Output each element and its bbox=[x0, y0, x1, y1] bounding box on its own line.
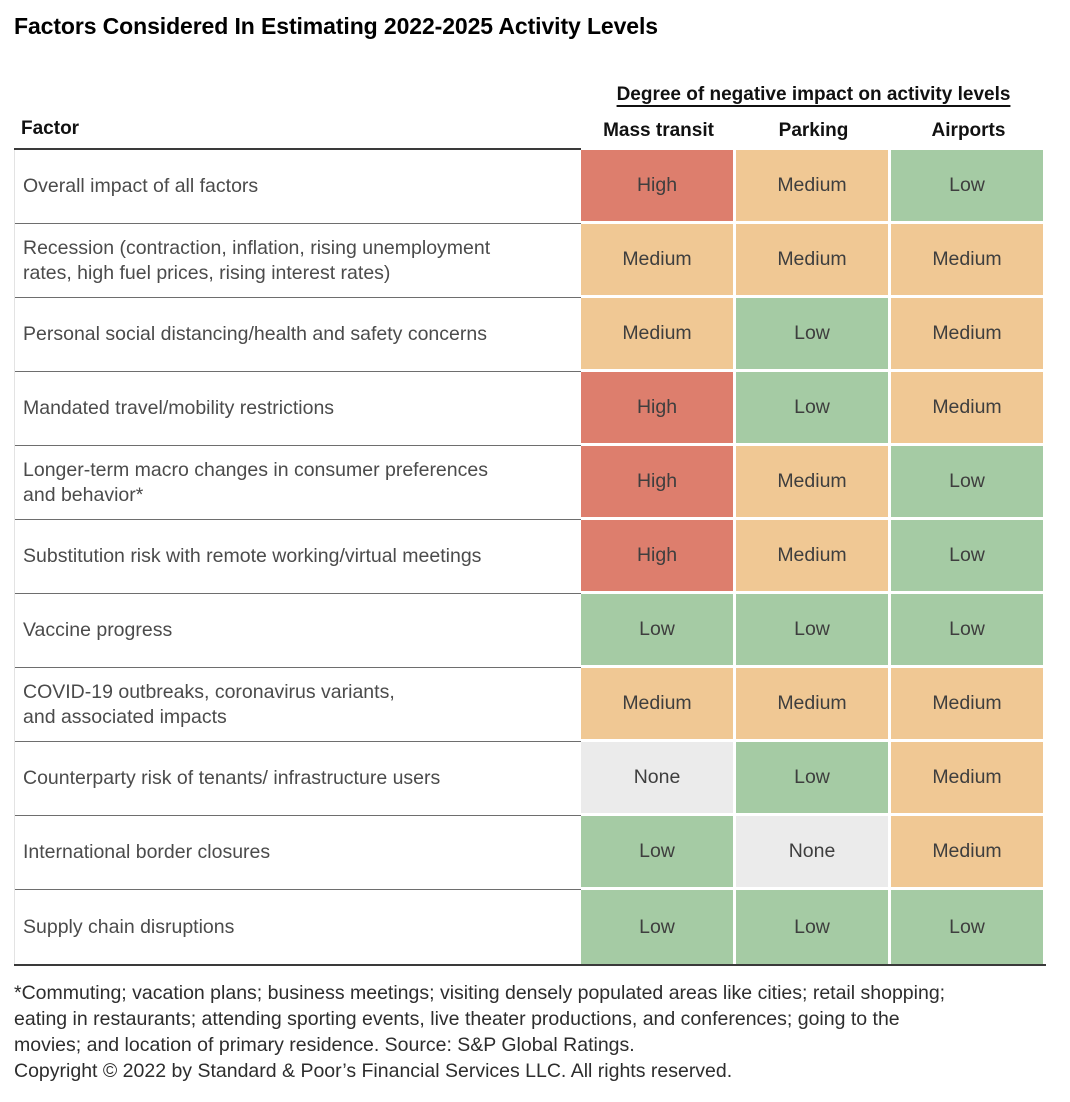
impact-table: Degree of negative impact on activity le… bbox=[14, 84, 1046, 966]
factor-cell: Personal social distancing/health and sa… bbox=[15, 298, 581, 372]
group-column-header: Degree of negative impact on activity le… bbox=[616, 84, 1011, 105]
value-cell-parking: Medium bbox=[736, 520, 888, 591]
factor-cell: COVID-19 outbreaks, coronavirus variants… bbox=[15, 668, 581, 742]
value-cell-airports: Medium bbox=[891, 298, 1043, 369]
value-cell-airports: Low bbox=[891, 150, 1043, 221]
value-cell-parking: Medium bbox=[736, 446, 888, 517]
table-row: Counterparty risk of tenants/ infrastruc… bbox=[15, 742, 1046, 816]
value-cell-airports: Low bbox=[891, 594, 1043, 665]
value-cell-mass-transit: High bbox=[581, 372, 733, 443]
chart-title: Factors Considered In Estimating 2022-20… bbox=[14, 13, 658, 39]
value-cell-mass-transit: Medium bbox=[581, 224, 733, 295]
value-cell-parking: Low bbox=[736, 742, 888, 813]
value-cell-parking: Low bbox=[736, 890, 888, 964]
value-cell-mass-transit: Low bbox=[581, 816, 733, 887]
value-cell-parking: Medium bbox=[736, 668, 888, 739]
value-cell-parking: Medium bbox=[736, 150, 888, 221]
value-cell-mass-transit: Medium bbox=[581, 298, 733, 369]
factor-cell: Mandated travel/mobility restrictions bbox=[15, 372, 581, 446]
table-bottom-border bbox=[14, 964, 1046, 966]
column-header-row: Factor Mass transit Parking Airports bbox=[14, 118, 1046, 150]
value-cell-mass-transit: High bbox=[581, 520, 733, 591]
table-row: Overall impact of all factors High Medium L… bbox=[15, 150, 1046, 224]
value-cell-mass-transit: High bbox=[581, 150, 733, 221]
value-cell-parking: Low bbox=[736, 594, 888, 665]
table-row: Recession (contraction, inflation, risin… bbox=[15, 224, 1046, 298]
value-cell-airports: Low bbox=[891, 446, 1043, 517]
value-cell-parking: Medium bbox=[736, 224, 888, 295]
value-cell-parking: Low bbox=[736, 298, 888, 369]
table-row: Vaccine progress Low Low Low bbox=[15, 594, 1046, 668]
value-cell-airports: Medium bbox=[891, 372, 1043, 443]
column-header-parking: Parking bbox=[778, 120, 849, 141]
value-cell-mass-transit: High bbox=[581, 446, 733, 517]
factor-cell: Overall impact of all factors bbox=[15, 150, 581, 224]
factor-cell: Supply chain disruptions bbox=[23, 915, 235, 938]
factor-cell: Longer-term macro changes in consumer pr… bbox=[15, 446, 581, 520]
value-cell-airports: Medium bbox=[891, 816, 1043, 887]
table-row: International border closures Low None Medi… bbox=[15, 816, 1046, 890]
value-cell-mass-transit: Low bbox=[581, 594, 733, 665]
value-cell-airports: Low bbox=[891, 520, 1043, 591]
copyright: Copyright © 2022 by Standard & Poor’s Fi… bbox=[14, 1060, 733, 1082]
factor-cell: Counterparty risk of tenants/ infrastruc… bbox=[15, 742, 581, 816]
value-cell-mass-transit: Medium bbox=[581, 668, 733, 739]
value-cell-mass-transit: Low bbox=[581, 890, 733, 964]
factor-cell: Substitution risk with remote working/vi… bbox=[15, 520, 581, 594]
factor-cell: Recession (contraction, inflation, risin… bbox=[15, 224, 581, 298]
value-cell-parking: None bbox=[736, 816, 888, 887]
table-row: Mandated travel/mobility restrictions Hig… bbox=[15, 372, 1046, 446]
factor-cell: International border closures bbox=[15, 816, 581, 890]
value-cell-parking: Low bbox=[736, 372, 888, 443]
table-row: Substitution risk with remote working/vi… bbox=[15, 520, 1046, 594]
value-cell-airports: Medium bbox=[891, 224, 1043, 295]
factor-column-header: Factor bbox=[14, 118, 581, 150]
footnote: *Commuting; vacation plans; business mee… bbox=[14, 982, 946, 1056]
table-row: Supply chain disruptions Low Low Low bbox=[15, 890, 1046, 964]
table-row: COVID-19 outbreaks, coronavirus variants… bbox=[15, 668, 1046, 742]
value-cell-airports: Medium bbox=[891, 668, 1043, 739]
factor-cell: Vaccine progress bbox=[15, 594, 581, 668]
table-row: Longer-term macro changes in consumer pr… bbox=[15, 446, 1046, 520]
value-cell-airports: Medium bbox=[891, 742, 1043, 813]
table-body: Overall impact of all factors High Medium L… bbox=[14, 150, 1046, 964]
table-row: Personal social distancing/health and sa… bbox=[15, 298, 1046, 372]
column-header-airports: Airports bbox=[931, 120, 1006, 141]
value-cell-airports: Low bbox=[891, 890, 1043, 964]
column-header-mass-transit: Mass transit bbox=[603, 120, 714, 141]
value-cell-mass-transit: None bbox=[581, 742, 733, 813]
